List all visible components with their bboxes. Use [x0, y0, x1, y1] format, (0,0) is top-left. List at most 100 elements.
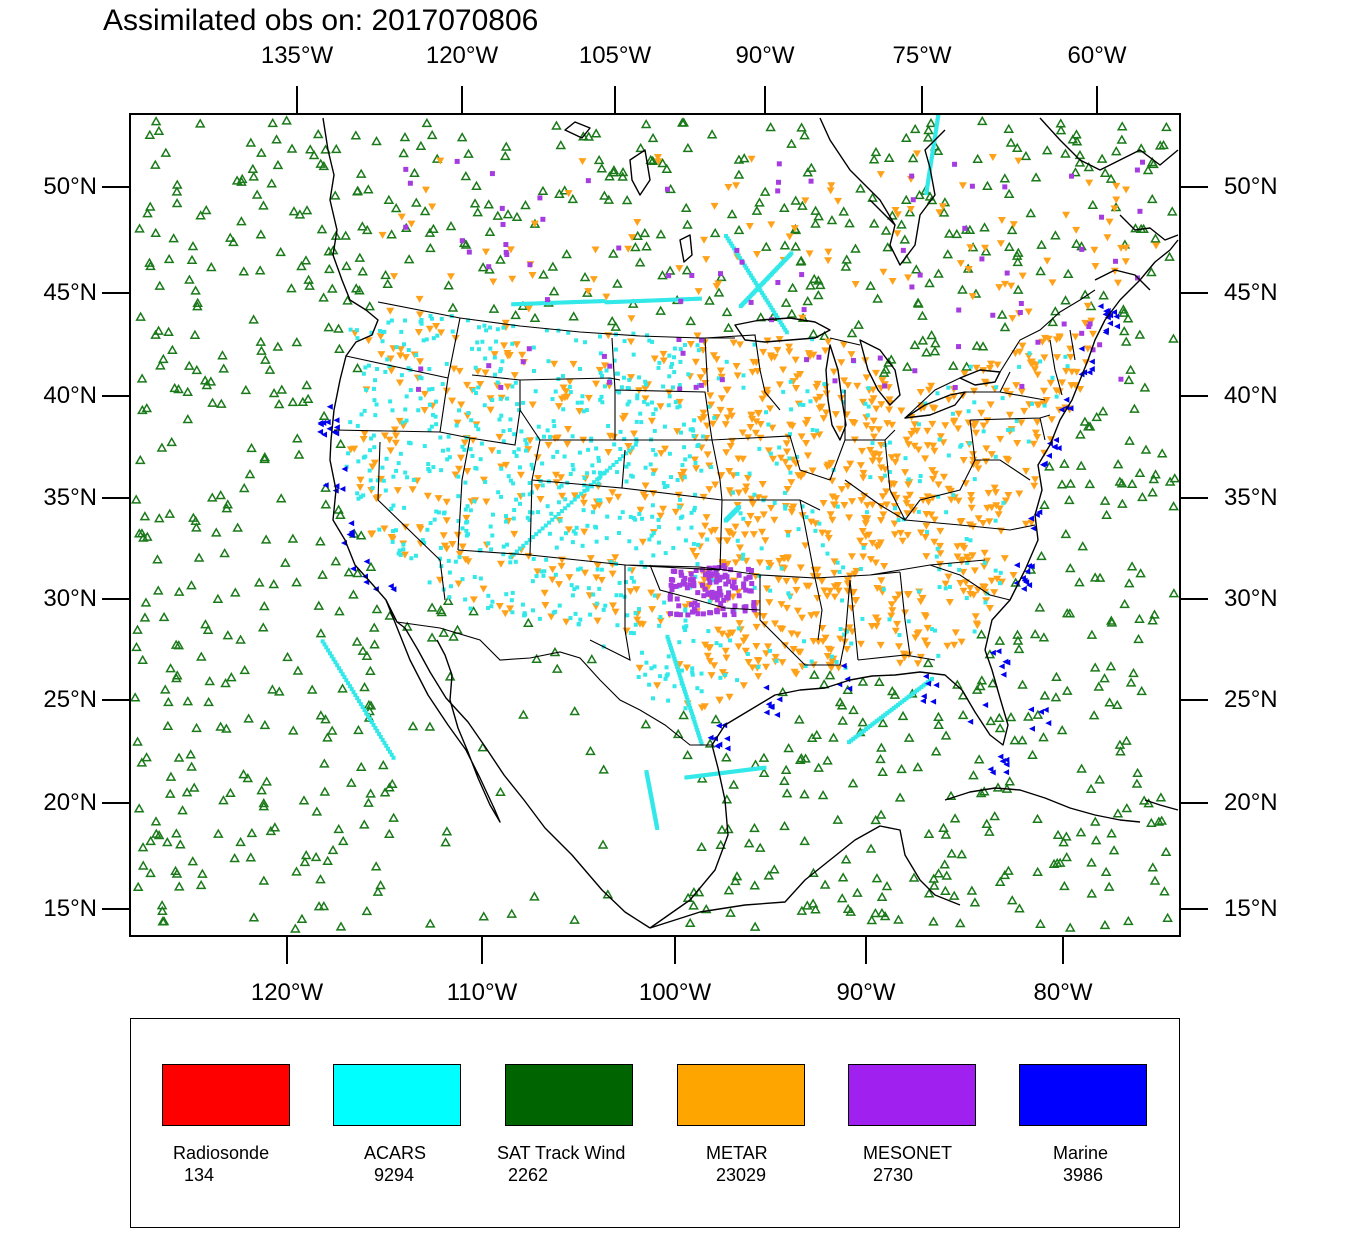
- metar-marker: [987, 451, 996, 459]
- mesonet-marker: [454, 158, 460, 164]
- acars-marker: [631, 352, 636, 357]
- sat-track-wind-marker: [363, 797, 374, 807]
- acars-marker: [585, 523, 590, 528]
- sat-track-wind-marker: [939, 859, 950, 869]
- acars-marker: [993, 385, 998, 390]
- sat-track-wind-marker: [156, 900, 168, 910]
- mesonet-marker: [808, 178, 814, 184]
- mesonet-marker: [726, 590, 732, 596]
- metar-marker: [575, 408, 584, 416]
- acars-marker: [964, 596, 969, 601]
- sat-track-wind-marker: [203, 696, 214, 707]
- sat-track-wind-marker: [488, 303, 500, 313]
- acars-marker: [653, 407, 658, 412]
- acars-marker: [623, 299, 628, 304]
- acars-marker: [883, 473, 888, 478]
- sat-track-wind-marker: [315, 628, 327, 638]
- sat-track-wind-marker: [196, 651, 207, 661]
- acars-marker: [476, 427, 481, 432]
- mesonet-marker: [695, 590, 701, 596]
- acars-marker: [387, 749, 392, 754]
- sat-track-wind-marker: [238, 482, 250, 493]
- sat-track-wind-marker: [1052, 829, 1064, 840]
- acars-marker: [599, 394, 604, 399]
- sat-track-wind-marker: [144, 201, 156, 211]
- metar-marker: [630, 430, 639, 438]
- sat-track-wind-marker: [933, 868, 944, 878]
- sat-track-wind-marker: [685, 315, 697, 326]
- metar-marker: [1122, 186, 1131, 194]
- metar-marker: [991, 489, 1000, 497]
- sat-track-wind-marker: [260, 534, 272, 544]
- acars-marker: [838, 627, 843, 632]
- marine-marker: [333, 424, 340, 431]
- acars-marker: [624, 464, 629, 469]
- sat-track-wind-marker: [1101, 509, 1112, 520]
- sat-track-wind-marker: [1016, 735, 1028, 745]
- acars-marker: [727, 238, 732, 243]
- metar-marker: [1043, 257, 1052, 265]
- metar-marker: [481, 248, 490, 256]
- mesonet-marker: [736, 572, 742, 578]
- sat-track-wind-marker: [327, 283, 338, 293]
- sat-track-wind-marker: [245, 137, 257, 147]
- metar-marker: [716, 406, 725, 414]
- metar-marker: [455, 465, 464, 473]
- acars-marker: [541, 301, 546, 306]
- acars-marker: [677, 404, 682, 409]
- marine-marker: [1067, 405, 1074, 412]
- sat-track-wind-marker: [1125, 364, 1136, 374]
- us-state-borders: [333, 289, 1096, 746]
- top-lon-label: 135°W: [260, 42, 334, 69]
- metar-marker: [958, 556, 967, 564]
- marine-marker: [724, 735, 731, 742]
- acars-marker: [887, 440, 892, 445]
- metar-marker: [1007, 282, 1016, 290]
- sat-track-wind-marker: [940, 885, 951, 895]
- sat-track-wind-marker: [1135, 568, 1146, 578]
- acars-marker: [373, 725, 378, 730]
- sat-track-wind-marker: [164, 788, 176, 798]
- mesonet-marker: [680, 350, 686, 356]
- sat-track-wind-marker: [191, 522, 202, 532]
- metar-marker: [778, 659, 787, 667]
- acars-marker: [662, 600, 667, 605]
- metar-marker: [893, 230, 902, 238]
- sat-track-wind-marker: [899, 234, 911, 244]
- metar-marker: [898, 537, 907, 545]
- metar-marker: [437, 329, 446, 337]
- acars-marker: [672, 370, 677, 375]
- acars-marker: [910, 691, 915, 696]
- acars-marker: [683, 706, 688, 711]
- acars-marker: [596, 481, 601, 486]
- marine-marker: [1013, 562, 1020, 569]
- sat-track-wind-marker: [806, 162, 817, 172]
- metar-marker: [894, 643, 903, 651]
- acars-marker: [876, 717, 881, 722]
- sat-track-wind-marker: [264, 364, 276, 374]
- acars-marker: [594, 539, 599, 544]
- legend-label-mesonet: MESONET: [863, 1143, 953, 1163]
- sat-track-wind-marker: [1034, 602, 1046, 612]
- acars-marker: [916, 422, 921, 427]
- acars-marker: [742, 768, 747, 773]
- sat-track-wind-marker: [245, 852, 257, 862]
- left-lat-label: 15°N: [43, 895, 97, 922]
- sat-track-wind-marker: [145, 260, 156, 271]
- acars-marker: [972, 629, 977, 634]
- sat-track-wind-marker: [218, 363, 229, 373]
- sat-track-wind-marker: [1005, 711, 1017, 722]
- sat-track-wind-marker: [308, 149, 320, 160]
- sat-track-wind-marker: [1131, 778, 1143, 788]
- metar-marker: [987, 577, 996, 585]
- acars-marker: [741, 516, 746, 521]
- acars-marker: [933, 131, 938, 136]
- sat-track-wind-marker: [1076, 763, 1087, 773]
- metar-marker: [1152, 242, 1161, 250]
- sat-track-wind-marker: [428, 223, 439, 233]
- sat-track-wind-marker: [709, 227, 721, 238]
- marine-marker: [1045, 452, 1052, 459]
- sat-track-wind-marker: [273, 399, 285, 409]
- metar-marker: [782, 577, 791, 585]
- acars-marker: [616, 299, 621, 304]
